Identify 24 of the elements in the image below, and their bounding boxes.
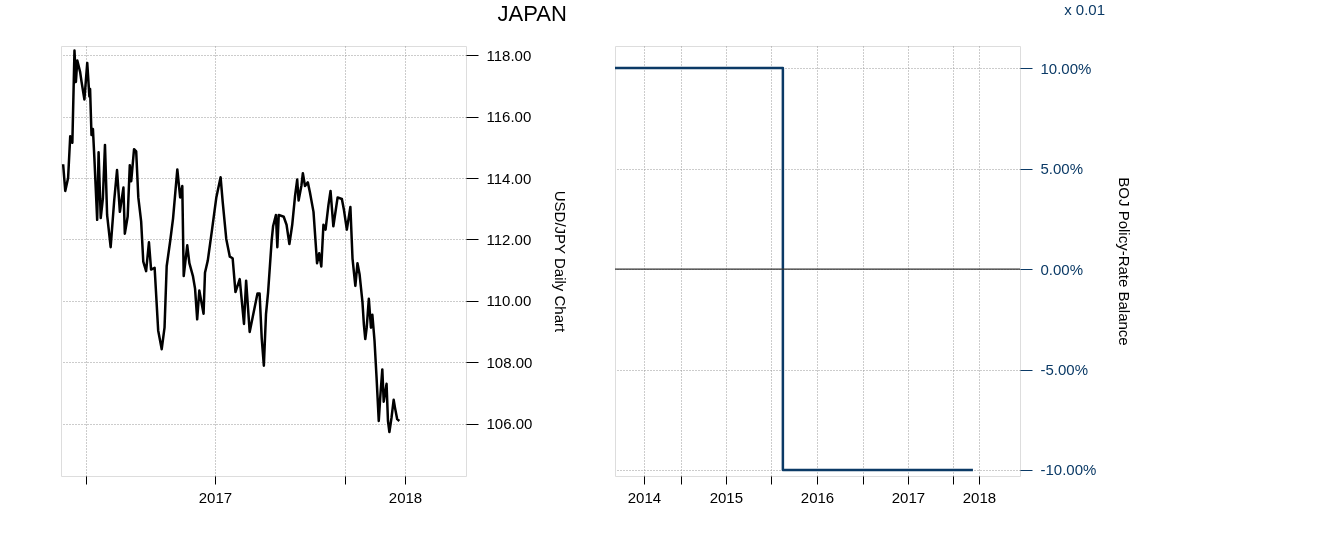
y-tick-label: -10.00%: [1040, 461, 1097, 479]
y-tick-label: -5.00%: [1040, 361, 1089, 378]
y-tick-label: 114.00: [486, 169, 532, 187]
y-tick-label: 112.00: [486, 231, 532, 248]
y-tick-label: 106.00: [486, 415, 533, 433]
y-tick-label: 110.00: [486, 292, 532, 310]
x-tick-label: 2016: [800, 488, 835, 506]
x-tick-label: 2014: [627, 488, 662, 506]
y-tick-label: 118.00: [486, 46, 532, 64]
text: JAPAN: [497, 1, 567, 26]
y-tick-label: 108.00: [486, 353, 533, 371]
text: x 0.01: [1064, 1, 1105, 18]
y-axis-title: USD/JPY Daily Chart: [552, 190, 570, 334]
x-tick-label: 2018: [962, 488, 997, 506]
line-series: [61, 49, 401, 434]
y-tick-label: 0.00%: [1040, 260, 1084, 278]
y-tick-label: 5.00%: [1040, 160, 1084, 178]
y-axis-title: BOJ Policy-Rate Balance: [1116, 177, 1134, 346]
y-tick-label: 116.00: [486, 108, 532, 126]
x-tick-label: 2017: [891, 488, 926, 506]
x-tick-label: 2017: [198, 488, 233, 506]
y-tick-label: 10.00%: [1040, 59, 1092, 77]
x-tick-label: 2015: [709, 488, 744, 506]
x-tick-label: 2018: [388, 488, 423, 506]
